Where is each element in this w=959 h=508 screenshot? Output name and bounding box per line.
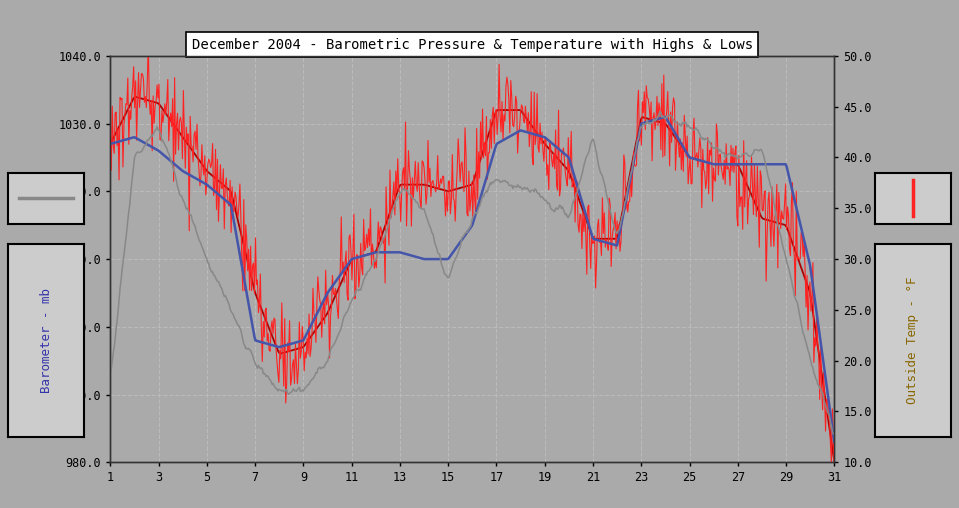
Text: Barometer - mb: Barometer - mb bbox=[39, 288, 53, 393]
Text: Outside Temp - °F: Outside Temp - °F bbox=[906, 277, 920, 404]
Title: December 2004 - Barometric Pressure & Temperature with Highs & Lows: December 2004 - Barometric Pressure & Te… bbox=[192, 38, 753, 52]
